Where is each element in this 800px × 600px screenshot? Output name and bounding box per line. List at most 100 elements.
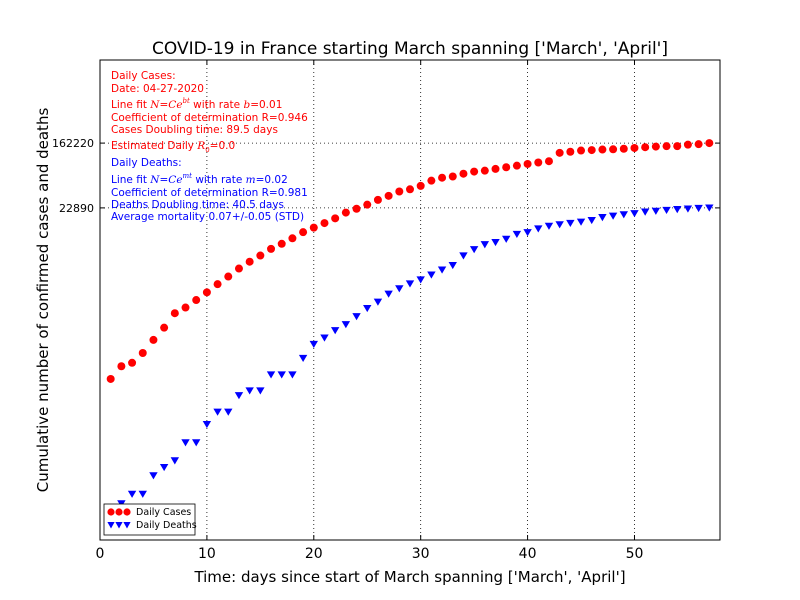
cases-point [534,158,543,167]
cases-point [363,200,372,209]
deaths-point [534,225,543,233]
cases-point [267,244,276,253]
deaths-point [277,371,286,379]
deaths-point [427,271,436,279]
cases-point [609,145,618,154]
deaths-point [234,392,244,400]
cases-point [544,157,553,166]
cases-annotation-header: Daily Cases: [111,70,176,82]
y-axis-label: Cumulative number of confirmed cases and… [34,108,52,493]
cases-point [331,214,340,223]
cases-point [587,146,596,155]
deaths-annotation: Daily Deaths: Line fit N=Cemt with rate … [111,157,308,223]
cases-point [416,181,425,190]
cases-point [181,303,190,312]
cases-point [630,143,639,152]
cases-point [427,176,436,185]
deaths-point [598,214,607,222]
deaths-annotation-mortality: Average mortality 0.07+/-0.05 (STD) [111,211,304,223]
deaths-point [566,219,575,228]
deaths-point [309,340,318,348]
cases-point [406,185,414,194]
deaths-point [630,210,639,218]
deaths-annotation-r2: Coefficient of determination R=0.981 [111,187,308,199]
x-axis-ticks: 0 10 20 30 40 50 [96,60,643,562]
x-tick-label: 0 [96,546,105,562]
legend-cases-label: Daily Cases [136,507,191,518]
cases-point [705,139,714,148]
cases-point [491,164,500,173]
cases-point [341,208,350,217]
deaths-point [555,221,564,229]
cases-point [470,167,479,176]
x-tick-label: 20 [305,546,323,562]
cases-point [694,140,703,149]
cases-point [256,251,265,260]
cases-point [598,145,607,154]
cases-point [309,223,318,232]
cases-point [320,219,329,228]
y-tick-label: 22890 [59,202,94,215]
deaths-point [608,212,618,220]
deaths-point [363,304,372,313]
x-tick-label: 30 [412,546,430,562]
x-tick-label: 10 [198,546,216,562]
cases-annotation-fit: Line fit N=Cebt with rate b=0.01 [111,97,282,111]
deaths-point [416,276,425,284]
cases-point [480,166,489,175]
deaths-point [170,457,180,465]
x-tick-label: 40 [519,546,537,562]
deaths-point [224,408,233,416]
cases-point [234,264,243,273]
series-cases [106,139,714,383]
cases-point [277,239,286,248]
deaths-point [523,229,532,237]
deaths-point [181,439,190,447]
legend-deaths-marker [123,522,131,529]
cases-point [202,288,211,297]
cases-point [448,172,457,181]
deaths-point [320,334,329,342]
cases-point [149,335,158,344]
cases-point [288,234,297,243]
grid-lines [100,60,720,540]
cases-annotation-doubling: Cases Doubling time: 89.5 days [111,124,278,136]
deaths-point [683,205,693,213]
deaths-point [192,439,201,447]
plot-border [99,59,721,541]
legend-deaths-marker [107,522,115,529]
deaths-annotation-header: Daily Deaths: [111,157,182,169]
deaths-point [459,252,468,260]
y-tick-label: 162220 [52,137,94,150]
deaths-point [330,327,340,335]
cases-point [619,144,628,153]
cases-point [106,374,115,383]
deaths-annotation-fit: Line fit N=Cemt with rate m=0.02 [111,172,288,186]
cases-point [673,142,682,151]
deaths-annotation-doubling: Deaths Doubling time: 40.5 days [111,199,284,211]
deaths-point [694,204,703,213]
cases-point [523,159,532,168]
deaths-point [544,222,554,230]
cases-point [512,161,521,170]
cases-point [384,191,393,200]
cases-point [224,272,233,281]
deaths-point [245,387,254,395]
deaths-point [138,490,147,498]
cases-point [128,358,137,367]
cases-point [138,348,147,357]
cases-point [395,187,404,196]
deaths-point [448,261,457,270]
deaths-point [576,218,586,226]
legend: Daily Cases Daily Deaths [103,503,197,536]
cases-point [459,169,468,178]
deaths-point [127,490,137,498]
cases-point [213,280,222,289]
cases-point [299,228,308,237]
legend-deaths-marker [115,522,123,529]
cases-point [352,204,361,213]
deaths-point [288,371,297,379]
deaths-point [512,230,522,239]
deaths-point [705,204,714,212]
cases-point [566,147,575,156]
